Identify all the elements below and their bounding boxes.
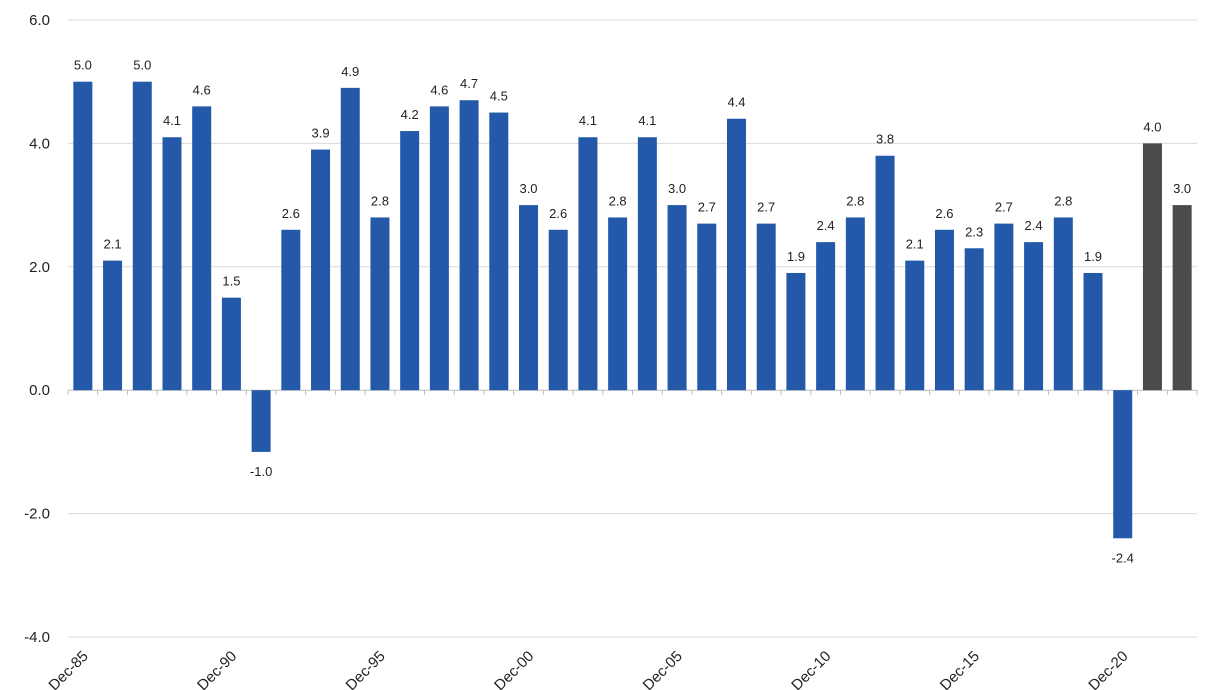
bar bbox=[1024, 242, 1044, 391]
bar bbox=[726, 118, 746, 391]
bar bbox=[697, 223, 717, 391]
bar bbox=[281, 229, 301, 391]
x-tick-label: Dec-95 bbox=[343, 648, 389, 690]
bar bbox=[667, 205, 687, 391]
bar bbox=[340, 87, 360, 391]
bar bbox=[548, 229, 568, 391]
bar bbox=[459, 100, 479, 391]
bar bbox=[964, 248, 984, 391]
data-label: 4.9 bbox=[341, 64, 359, 79]
bar bbox=[608, 217, 628, 391]
data-label: 2.4 bbox=[1025, 218, 1043, 233]
bar bbox=[578, 137, 598, 391]
data-label: 3.8 bbox=[876, 132, 894, 147]
bar bbox=[251, 390, 271, 452]
data-label: 1.5 bbox=[222, 274, 240, 289]
bar bbox=[637, 137, 657, 391]
data-label: 2.7 bbox=[698, 200, 716, 215]
data-label: 1.9 bbox=[787, 249, 805, 264]
data-label: 5.0 bbox=[74, 58, 92, 73]
data-label: 2.7 bbox=[995, 200, 1013, 215]
bar bbox=[1053, 217, 1073, 391]
data-label: 2.3 bbox=[965, 224, 983, 239]
data-label: -2.4 bbox=[1112, 550, 1134, 565]
data-label: 3.0 bbox=[1173, 181, 1191, 196]
bar bbox=[400, 131, 420, 391]
y-tick-label: -2.0 bbox=[24, 506, 50, 523]
data-label: 2.8 bbox=[609, 193, 627, 208]
bar bbox=[875, 155, 895, 391]
bar bbox=[429, 106, 449, 391]
bar bbox=[221, 297, 241, 391]
data-label: 2.7 bbox=[757, 200, 775, 215]
bar bbox=[905, 260, 925, 391]
bar bbox=[934, 229, 954, 391]
bar bbox=[816, 242, 836, 391]
bar bbox=[132, 81, 152, 391]
bar bbox=[370, 217, 390, 391]
y-tick-label: 0.0 bbox=[29, 382, 50, 399]
bar bbox=[192, 106, 212, 391]
data-label: 4.1 bbox=[638, 113, 656, 128]
bar bbox=[1083, 272, 1103, 391]
x-tick-label: Dec-15 bbox=[937, 648, 983, 690]
x-tick-label: Dec-05 bbox=[640, 648, 686, 690]
bar bbox=[756, 223, 776, 391]
bar bbox=[162, 137, 182, 391]
bar bbox=[311, 149, 331, 391]
bar bbox=[103, 260, 123, 391]
data-label: 2.6 bbox=[282, 206, 300, 221]
data-label: 3.0 bbox=[668, 181, 686, 196]
data-label: 3.0 bbox=[519, 181, 537, 196]
data-label: 2.1 bbox=[906, 237, 924, 252]
data-label: 2.1 bbox=[104, 237, 122, 252]
data-label: 2.8 bbox=[371, 193, 389, 208]
x-tick-label: Dec-90 bbox=[194, 648, 240, 690]
x-tick-label: Dec-85 bbox=[45, 648, 91, 690]
bar bbox=[519, 205, 539, 391]
data-label: 4.6 bbox=[430, 82, 448, 97]
data-label: 2.6 bbox=[549, 206, 567, 221]
forecast-bar bbox=[1142, 143, 1162, 391]
data-label: 4.5 bbox=[490, 89, 508, 104]
data-label: 4.4 bbox=[727, 95, 745, 110]
data-label: 3.9 bbox=[312, 126, 330, 141]
data-label: 4.0 bbox=[1143, 119, 1161, 134]
bar bbox=[1113, 390, 1133, 539]
bars bbox=[73, 81, 1192, 539]
y-tick-label: -4.0 bbox=[24, 629, 50, 646]
x-axis: Dec-85 Dec-90 Dec-95 Dec-00 Dec-05 Dec-10 Dec-… bbox=[45, 390, 1198, 690]
y-axis-ticks: -4.0 -2.0 0.0 2.0 4.0 6.0 bbox=[24, 12, 50, 646]
data-label: 2.8 bbox=[846, 193, 864, 208]
data-label: 4.2 bbox=[401, 107, 419, 122]
data-label: 1.9 bbox=[1084, 249, 1102, 264]
y-tick-label: 6.0 bbox=[29, 12, 50, 29]
data-label: 2.8 bbox=[1054, 193, 1072, 208]
data-label: 4.6 bbox=[193, 82, 211, 97]
bar bbox=[994, 223, 1014, 391]
data-label: 4.7 bbox=[460, 76, 478, 91]
bar bbox=[845, 217, 865, 391]
bar bbox=[489, 112, 509, 391]
data-label: 2.4 bbox=[817, 218, 835, 233]
y-tick-label: 2.0 bbox=[29, 259, 50, 276]
x-tick-label: Dec-10 bbox=[788, 648, 834, 690]
data-label: -1.0 bbox=[250, 464, 272, 479]
forecast-bar bbox=[1172, 205, 1192, 391]
data-label: 4.1 bbox=[579, 113, 597, 128]
data-labels: 5.0 2.1 5.0 4.1 4.6 1.5 -1.0 2.6 3.9 4.9 2.8 4.2 4.6… bbox=[74, 58, 1191, 566]
bar bbox=[786, 272, 806, 391]
y-tick-label: 4.0 bbox=[29, 135, 50, 152]
x-tick-label: Dec-00 bbox=[491, 648, 537, 690]
data-label: 4.1 bbox=[163, 113, 181, 128]
bar bbox=[73, 81, 93, 391]
data-label: 5.0 bbox=[133, 58, 151, 73]
x-tick-label: Dec-20 bbox=[1085, 648, 1131, 690]
data-label: 2.6 bbox=[935, 206, 953, 221]
